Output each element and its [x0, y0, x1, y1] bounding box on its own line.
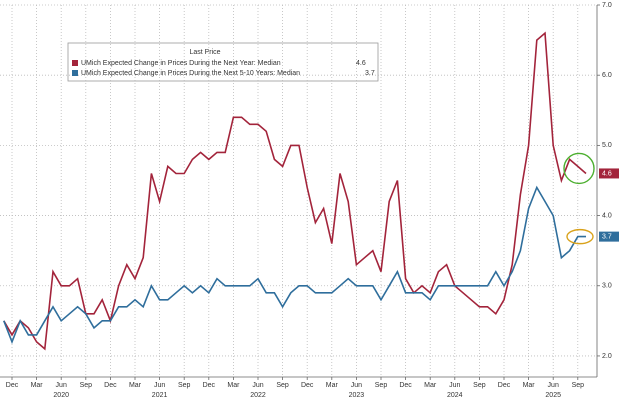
x-tick-label: Mar — [227, 382, 240, 389]
y-tick-label: 6.0 — [602, 72, 612, 79]
x-tick-label: Mar — [424, 382, 437, 389]
x-tick-label: Dec — [6, 382, 19, 389]
year-label: 2021 — [152, 392, 168, 399]
year-label: 2020 — [53, 392, 69, 399]
year-label: 2025 — [545, 392, 561, 399]
legend-swatch — [72, 60, 78, 66]
x-tick-label: Sep — [80, 382, 93, 389]
y-tick-label: 4.0 — [602, 212, 612, 219]
x-tick-label: Dec — [203, 382, 216, 389]
y-tick-label: 5.0 — [602, 142, 612, 149]
x-tick-label: Jun — [252, 382, 263, 389]
legend-title: Last Price — [189, 49, 220, 56]
y-tick-label: 7.0 — [602, 2, 612, 9]
x-tick-label: Sep — [473, 382, 486, 389]
highlight-circle — [563, 152, 595, 185]
series-line — [3, 185, 586, 345]
legend-value: 3.7 — [365, 70, 375, 77]
y-tick-label: 3.0 — [602, 283, 612, 290]
legend-label: UMich Expected Change in Prices During t… — [81, 60, 281, 67]
value-tag — [599, 168, 619, 179]
x-tick-label: Mar — [326, 382, 339, 389]
x-tick-label: Sep — [572, 382, 585, 389]
y-tick-label: 2.0 — [602, 353, 612, 360]
x-tick-label: Jun — [154, 382, 165, 389]
legend-swatch — [72, 70, 78, 76]
x-tick-label: Jun — [548, 382, 559, 389]
legend-value: 4.6 — [356, 60, 366, 67]
value-tag — [599, 231, 619, 242]
x-tick-label: Mar — [129, 382, 142, 389]
x-tick-label: Dec — [399, 382, 412, 389]
x-tick-label: Jun — [56, 382, 67, 389]
value-tag-label: 4.6 — [602, 170, 612, 177]
legend-box — [67, 42, 379, 82]
year-label: 2022 — [250, 392, 266, 399]
legend-label: UMich Expected Change in Prices During t… — [81, 70, 300, 77]
x-tick-label: Dec — [498, 382, 511, 389]
x-tick-label: Sep — [375, 382, 388, 389]
x-tick-label: Sep — [276, 382, 289, 389]
x-tick-label: Dec — [301, 382, 314, 389]
x-tick-label: Mar — [523, 382, 536, 389]
year-label: 2023 — [349, 392, 365, 399]
x-tick-label: Jun — [351, 382, 362, 389]
year-label: 2024 — [447, 392, 463, 399]
x-tick-label: Dec — [104, 382, 117, 389]
x-tick-label: Mar — [31, 382, 44, 389]
highlight-ellipse — [566, 228, 594, 245]
series-line — [3, 31, 587, 351]
x-tick-label: Sep — [178, 382, 191, 389]
x-tick-label: Jun — [449, 382, 460, 389]
value-tag-label: 3.7 — [602, 233, 612, 240]
